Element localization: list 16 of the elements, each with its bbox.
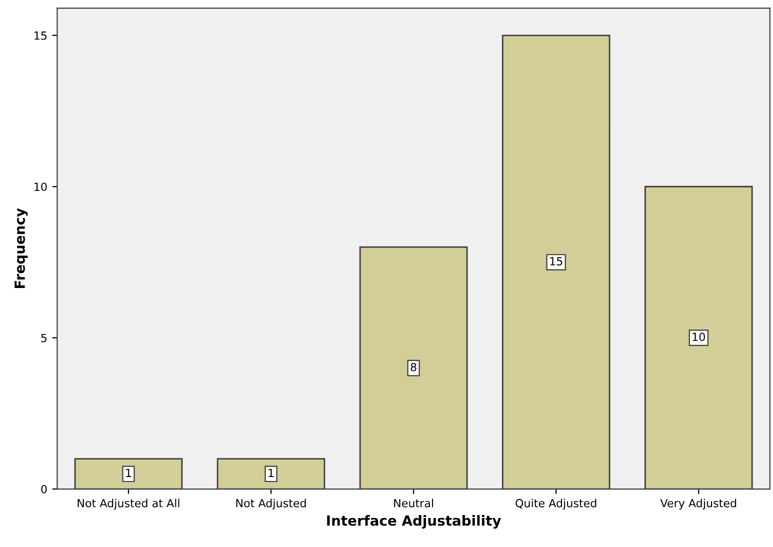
- x-axis-title: Interface Adjustability: [327, 515, 502, 529]
- y-tick-label: 15: [34, 32, 47, 40]
- data-label: 1: [126, 468, 131, 477]
- y-tick-label: 5: [41, 334, 47, 342]
- x-tick-label: Not Adjusted at All: [78, 498, 180, 510]
- data-label: 10: [692, 332, 705, 342]
- y-tick-label: 0: [41, 484, 47, 494]
- data-label: 1: [268, 468, 274, 477]
- y-axis-title: Frequency: [14, 208, 28, 288]
- data-label: 15: [550, 257, 562, 266]
- data-label: 8: [410, 362, 416, 372]
- x-tick-label: Neutral: [394, 498, 434, 508]
- x-tick-label: Not Adjusted: [236, 498, 306, 510]
- x-tick-label: Quite Adjusted: [516, 498, 596, 510]
- y-tick-label: 10: [34, 182, 47, 191]
- x-tick-label: Very Adjusted: [660, 498, 736, 510]
